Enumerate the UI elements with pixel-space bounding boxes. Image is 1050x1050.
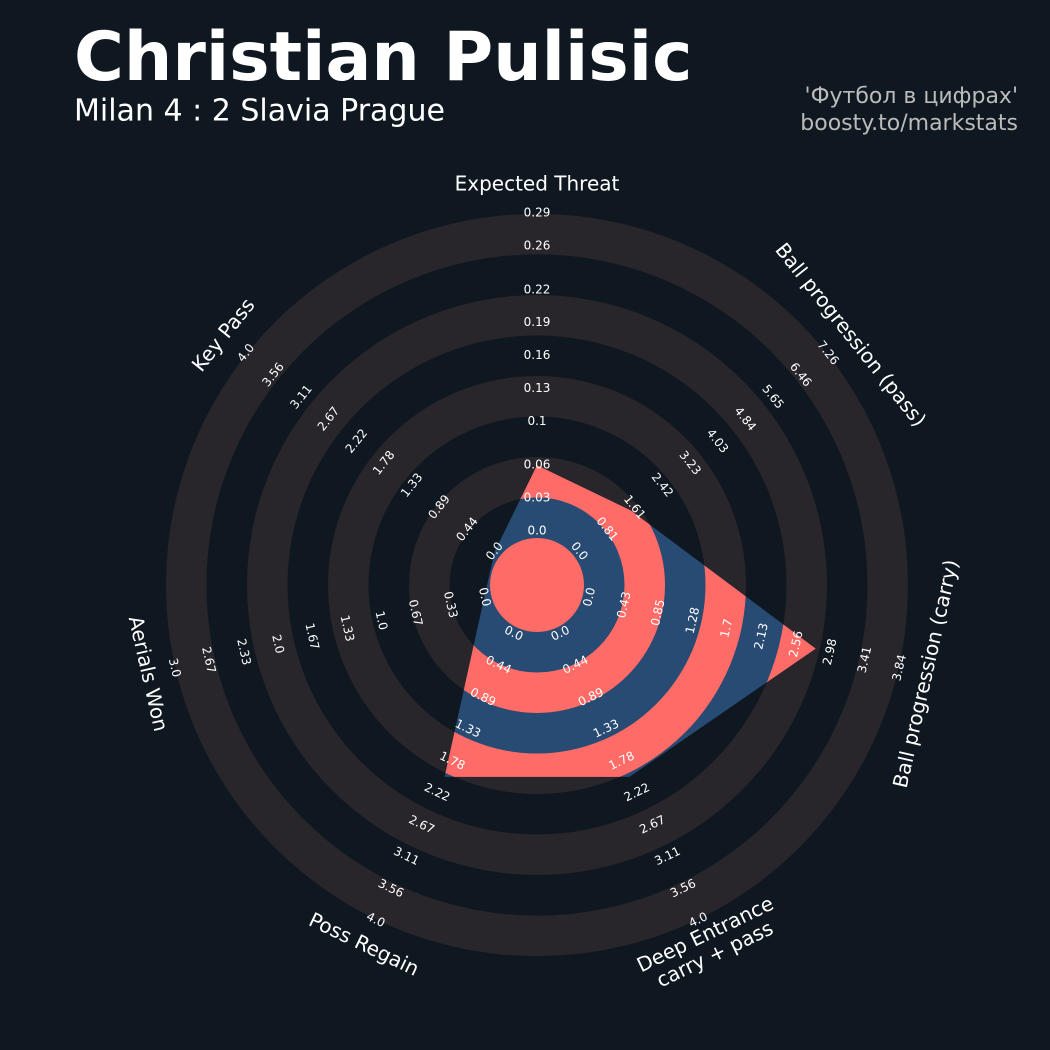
credit: 'Футбол в цифрах' [805, 84, 1018, 109]
tick-label: 0.06 [524, 458, 551, 472]
chart-subtitle: Milan 4 : 2 Slavia Prague [74, 94, 445, 129]
tick-label: 0.03 [524, 491, 551, 505]
tick-label: 1.33 [338, 614, 358, 643]
tick-label: 2.33 [234, 637, 254, 666]
tick-label: 0.16 [524, 348, 551, 362]
tick-label: 0.1 [527, 414, 546, 428]
tick-label: 1.0 [373, 610, 391, 632]
tick-label: 2.13 [751, 622, 771, 651]
tick-label: 1.28 [683, 606, 703, 635]
tick-label: 2.98 [820, 637, 840, 666]
chart-title: Christian Pulisic [74, 18, 692, 97]
tick-label: 0.13 [524, 381, 551, 395]
tick-label: 2.56 [786, 629, 806, 658]
tick-label: 3.84 [889, 653, 909, 682]
tick-label: 0.0 [580, 586, 598, 608]
tick-label: 0.0 [527, 524, 546, 538]
tick-label: 3.41 [855, 645, 875, 674]
tick-label: 1.7 [717, 617, 735, 639]
tick-label: 0.26 [524, 238, 551, 252]
tick-label: 0.85 [648, 598, 668, 627]
credit: boosty.to/markstats [800, 111, 1018, 136]
param-label: Expected Threat [455, 172, 620, 196]
tick-label: 1.67 [302, 622, 322, 651]
tick-label: 3.0 [166, 657, 184, 679]
tick-label: 0.29 [524, 206, 551, 220]
tick-label: 2.67 [199, 645, 219, 674]
tick-label: 0.0 [476, 586, 494, 608]
tick-label: 0.19 [524, 315, 551, 329]
tick-label: 2.0 [269, 633, 287, 655]
tick-label: 0.67 [406, 598, 426, 627]
tick-label: 0.33 [441, 590, 461, 619]
tick-label: 0.22 [524, 282, 551, 296]
tick-label: 0.43 [614, 590, 634, 619]
